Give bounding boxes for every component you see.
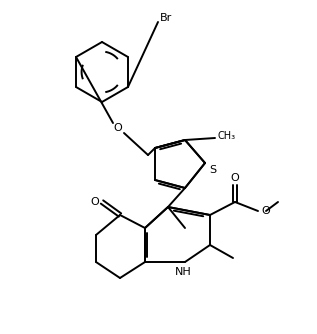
Text: O: O <box>113 123 122 133</box>
Text: CH₃: CH₃ <box>218 131 236 141</box>
Text: NH: NH <box>175 267 191 277</box>
Text: O: O <box>91 197 99 207</box>
Text: O: O <box>231 173 239 183</box>
Text: S: S <box>210 165 217 175</box>
Text: O: O <box>262 206 270 216</box>
Text: Br: Br <box>160 13 172 23</box>
